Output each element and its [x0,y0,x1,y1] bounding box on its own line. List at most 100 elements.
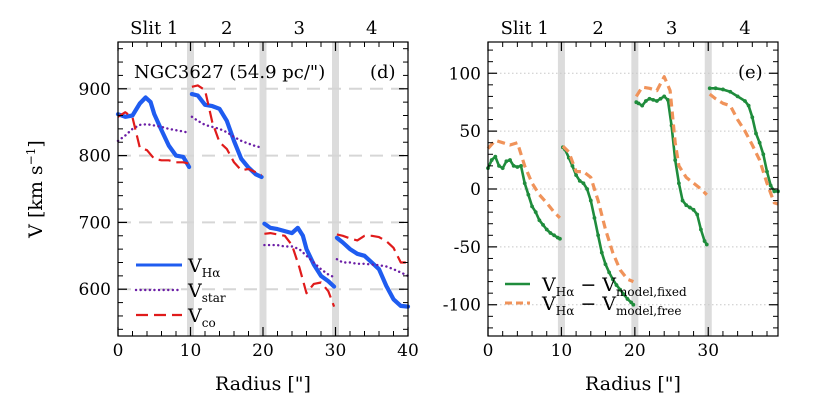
legend-label: Vstar [187,280,226,305]
series-line [262,221,337,289]
data-point [658,96,663,101]
data-point [607,270,612,275]
data-point [754,131,758,136]
legend-label: VHα [187,255,220,280]
data-point [588,198,593,203]
series-line [191,84,263,176]
y-tick-label: -100 [443,296,481,316]
legend-subscript: Hα [556,304,575,318]
series-line [708,87,780,193]
data-point [647,96,652,101]
data-point [761,152,766,157]
data-point [537,218,542,223]
y-tick-label: 100 [449,64,481,84]
data-point [570,163,575,168]
data-point [585,187,590,191]
data-point [735,94,740,99]
legend-operator: − V [574,293,616,315]
legend-main: V [187,305,202,327]
data-point [552,233,556,238]
data-point [643,99,648,103]
data-point [500,166,505,171]
slit-band [332,42,339,336]
data-point [497,163,501,168]
data-point [713,86,718,91]
legend-main: V [541,293,556,315]
legend-subscript: Hα [556,285,575,299]
data-point [541,222,545,227]
legend-main: V [541,274,556,296]
data-point [768,183,773,188]
data-point [662,94,667,99]
data-point [695,212,700,217]
series-line [634,75,708,196]
data-point [621,292,626,297]
data-point [707,86,712,91]
series-line [486,155,562,241]
x-tick-label: 40 [397,341,419,361]
series-line [117,111,190,165]
x-tick-label: 30 [697,341,719,361]
series-line [189,92,264,180]
panel-label: (d) [370,62,396,83]
series-line [335,258,410,278]
data-point [526,192,531,197]
x-tick-label: 30 [325,341,347,361]
data-point [743,99,747,103]
data-point [687,205,692,210]
data-point [640,103,645,108]
y-tick-label: -50 [454,238,481,258]
legend-label: VHα − Vmodel,fixed [541,274,687,299]
data-point [618,287,623,292]
data-point [631,302,636,307]
series-line [334,235,411,309]
data-point [636,101,641,106]
data-point [765,169,769,174]
series-line [486,138,562,220]
series-line [116,123,191,143]
legend-subscript: Hα [202,266,221,280]
data-point [684,203,689,208]
data-point [673,158,678,162]
data-point [691,207,696,212]
legend-operator: − V [574,274,616,296]
slit-label: Slit 1 [501,18,549,39]
data-point [702,239,707,243]
y-tick-label: 700 [79,213,111,233]
data-point [519,163,523,168]
data-point [603,262,608,267]
data-point [581,181,586,186]
y-tick-label: 600 [79,280,111,300]
velocity-curves [115,84,411,309]
slit-label: 3 [666,18,677,39]
series-line [190,115,263,149]
x-tick-label: 20 [624,341,646,361]
legend-subscript: model,fixed [616,285,687,299]
legend-subscript: co [202,316,216,330]
legend-main: V [187,255,202,277]
series-line [336,233,408,264]
legend-label: VHα − Vmodel,free [541,293,681,318]
data-point [721,87,725,92]
data-point [504,159,509,164]
panel-title: NGC3627 (54.9 pc/") [134,62,325,83]
series-line [561,145,634,284]
data-point [757,140,762,145]
slit-labels: Slit 1 2 3 4 [501,18,751,39]
data-point [610,277,615,282]
data-point [728,89,733,94]
slit-band [187,42,194,336]
series-line [115,95,192,170]
x-tick-label: 10 [551,341,573,361]
reference-levels [118,87,408,291]
data-point [592,216,597,220]
y-tick-label: 800 [79,147,111,167]
legend-subscript: star [202,291,226,305]
slit-label: 2 [221,18,232,39]
slit-labels: Slit 1 2 3 4 [130,18,377,39]
slit-label: 4 [739,18,750,39]
data-point [493,154,498,159]
x-tick-label: 10 [180,341,202,361]
legend-main: V [187,280,202,302]
legend-subscript: model,free [616,304,681,318]
